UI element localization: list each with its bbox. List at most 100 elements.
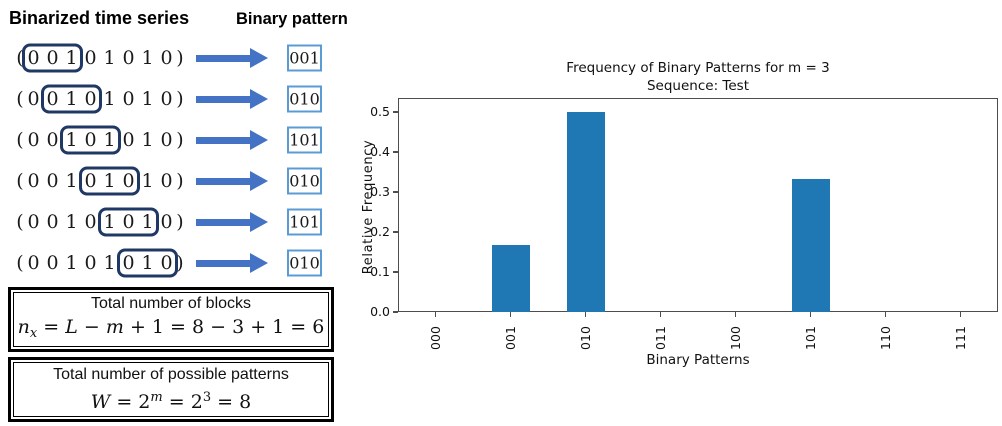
pattern-extraction-row: (0 0 1 0 1 0 1 0) 010 <box>16 161 366 201</box>
series-column-header: Binarized time series <box>9 8 190 28</box>
y-tick-label: 0.0 <box>370 304 390 319</box>
series-digit: 0 <box>27 47 40 69</box>
binarized-series: (0 0 1 0 1 0 1 0) <box>16 202 184 242</box>
possible-patterns-box: Total number of possible patterns W = 2m… <box>8 357 334 422</box>
formula-token: L <box>65 315 78 338</box>
series-digit: 1 <box>141 88 154 110</box>
formula-token: 3 <box>202 390 212 405</box>
arrow-body <box>196 177 251 185</box>
x-tick-mark <box>584 312 587 317</box>
series-digit: 0 <box>84 88 97 110</box>
pattern-extraction-row: (0 0 1 0 1 0 1 0) 010 <box>16 79 366 119</box>
x-tick-mark <box>509 312 512 317</box>
arrow-body <box>196 259 251 267</box>
formula-token: = 8 <box>211 391 252 413</box>
series-digit: 0 <box>27 211 40 233</box>
binarized-series: (0 0 1 0 1 0 1 0) <box>16 38 184 78</box>
pattern-box: 010 <box>287 85 322 113</box>
series-digit: 0 <box>27 88 40 110</box>
arrow-head <box>250 89 268 109</box>
pattern-box-value: 101 <box>289 212 320 232</box>
pattern-box: 010 <box>287 167 322 195</box>
x-tick-mark <box>434 312 437 317</box>
open-paren: ( <box>16 129 24 151</box>
close-paren: ) <box>176 170 184 192</box>
y-tick-label: 0.5 <box>370 104 390 119</box>
x-tick-mark <box>809 312 812 317</box>
open-paren: ( <box>16 170 24 192</box>
series-digit: 0 <box>46 252 59 274</box>
blocks-box-title: Total number of blocks <box>90 294 252 312</box>
arrow-head <box>250 171 268 191</box>
series-digit: 0 <box>160 252 173 274</box>
series-digit: 1 <box>141 129 154 151</box>
series-digit: 0 <box>46 170 59 192</box>
series-digit: 0 <box>84 211 97 233</box>
close-paren: ) <box>176 88 184 110</box>
y-tick-mark <box>393 271 398 273</box>
series-digit: 1 <box>65 211 78 233</box>
x-tick-mark <box>959 312 962 317</box>
arrow-head <box>250 48 268 68</box>
y-axis-label: Relative Frequency <box>361 139 376 275</box>
right-arrow-icon <box>196 89 268 109</box>
formula-token: x <box>29 325 38 341</box>
bar <box>791 178 830 312</box>
close-paren: ) <box>176 129 184 151</box>
open-paren: ( <box>16 88 24 110</box>
series-digit: 0 <box>84 252 97 274</box>
binarized-series: (0 0 1 0 1 0 1 0) <box>16 161 184 201</box>
sliding-window-highlight <box>79 166 140 196</box>
pattern-extraction-row: (0 0 1 0 1 0 1 0) 101 <box>16 202 366 242</box>
formula-token: = 2 <box>110 391 151 413</box>
blocks-formula: nx = L − m + 1 = 8 − 3 + 1 = 6 <box>18 315 325 346</box>
series-digit: 1 <box>65 252 78 274</box>
series-digit: 0 <box>46 47 59 69</box>
series-digit: 1 <box>103 88 116 110</box>
series-digit: 0 <box>27 252 40 274</box>
arrow-body <box>196 95 251 103</box>
pattern-box-value: 001 <box>289 48 320 68</box>
formula-token: + 1 = 8 − 3 + 1 = 6 <box>123 315 325 338</box>
close-paren: ) <box>176 252 184 274</box>
formula-token: = 2 <box>162 391 203 413</box>
series-digit: 1 <box>141 211 154 233</box>
close-paren: ) <box>176 47 184 69</box>
pattern-extraction-row: (0 0 1 0 1 0 1 0) 001 <box>16 38 366 78</box>
series-digit: 1 <box>65 129 78 151</box>
series-digit: 0 <box>122 129 135 151</box>
right-arrow-icon <box>196 253 268 273</box>
right-arrow-icon <box>196 130 268 150</box>
formula-token: m <box>150 390 163 405</box>
sliding-window-highlight <box>117 248 178 278</box>
pattern-box: 101 <box>287 208 322 236</box>
pattern-box-value: 101 <box>289 130 320 150</box>
plot-area <box>398 98 998 312</box>
series-digit: 1 <box>65 47 78 69</box>
series-digit: 0 <box>27 129 40 151</box>
series-digit: 0 <box>46 211 59 233</box>
formula-token: W <box>90 391 111 413</box>
y-tick-mark <box>393 151 398 153</box>
series-digit: 1 <box>103 47 116 69</box>
series-digit: 0 <box>27 170 40 192</box>
right-arrow-icon <box>196 48 268 68</box>
series-digit: 0 <box>160 47 173 69</box>
y-tick-mark <box>393 311 398 313</box>
series-digit: 1 <box>141 170 154 192</box>
arrow-body <box>196 136 251 144</box>
binarized-series: (0 0 1 0 1 0 1 0) <box>16 243 184 283</box>
open-paren: ( <box>16 252 24 274</box>
chart-title: Frequency of Binary Patterns for m = 3 <box>566 60 830 76</box>
series-digit: 0 <box>160 88 173 110</box>
series-digit: 0 <box>84 129 97 151</box>
arrow-body <box>196 54 251 62</box>
series-digit: 0 <box>122 88 135 110</box>
sliding-window-highlight <box>60 125 121 155</box>
binarized-series: (0 0 1 0 1 0 1 0) <box>16 120 184 160</box>
y-tick-label: 0.1 <box>370 264 390 279</box>
binarized-series: (0 0 1 0 1 0 1 0) <box>16 79 184 119</box>
bar <box>491 245 530 312</box>
series-digit: 0 <box>84 47 97 69</box>
